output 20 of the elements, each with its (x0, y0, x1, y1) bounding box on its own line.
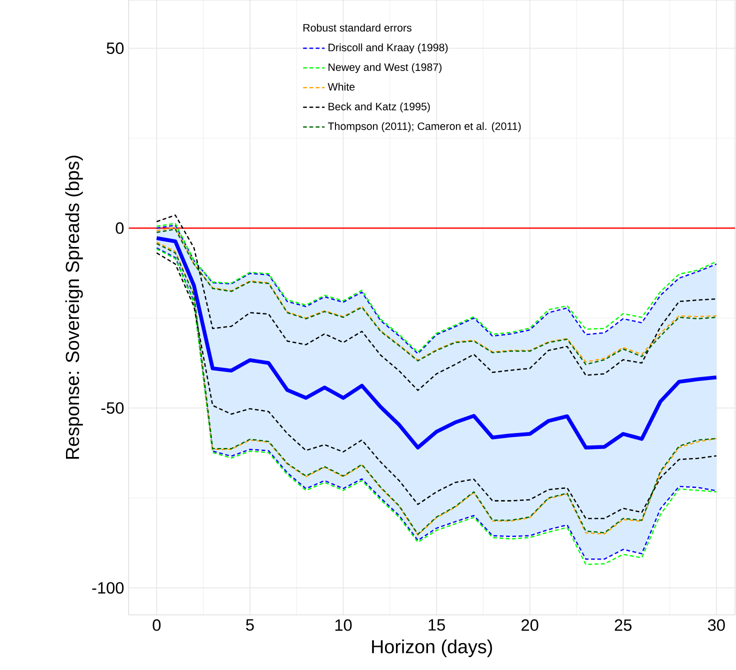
y-axis-title: Response: Sovereign Spreads (bps) (65, 156, 83, 460)
y-tick-label: 0 (116, 222, 124, 234)
legend-label: White (328, 83, 355, 91)
legend-label: Beck and Katz (1995) (328, 102, 430, 113)
y-tick-label: -100 (92, 582, 124, 594)
x-tick-label: 15 (428, 620, 445, 631)
x-tick-label: 10 (335, 620, 352, 632)
legend-label: Newey and West (1987) (328, 63, 442, 74)
y-tick-label: -50 (101, 402, 124, 414)
legend-label: Driscoll and Kraay (1998) (328, 44, 448, 54)
x-tick-label: 20 (522, 620, 538, 632)
legend-label: Thompson (2011); Cameron et al. (2011) (328, 122, 521, 132)
x-axis-title: Horizon (days) (372, 640, 492, 658)
y-tick-label: 50 (106, 42, 124, 54)
x-tick-label: 5 (246, 620, 254, 631)
line-series (156, 214, 718, 392)
x-tick-label: 0 (152, 620, 161, 632)
x-tick-label: 25 (614, 620, 632, 632)
x-tick-label: 30 (708, 620, 725, 632)
legend-title: Robust standard errors (303, 24, 412, 32)
